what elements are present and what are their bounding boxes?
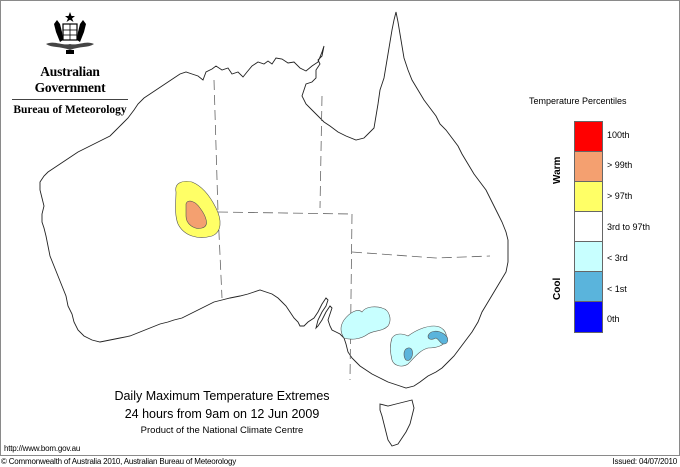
legend-color-bar — [574, 121, 603, 333]
swatch-1st — [575, 272, 602, 302]
legend-label-3rd-to-97th: 3rd to 97th — [607, 222, 651, 232]
swatch-3rd-to-97th — [575, 212, 602, 242]
swatch-0th — [575, 302, 602, 332]
state-borders — [213, 79, 491, 381]
warm-label: Warm — [552, 156, 563, 184]
cool-area-3rd-west — [340, 306, 391, 340]
government-logo: Australian Government Bureau of Meteorol… — [8, 10, 132, 117]
swatch-97th — [575, 182, 602, 212]
legend-label-3rd: < 3rd — [607, 253, 628, 263]
website-link[interactable]: http://www.bom.gov.au — [4, 444, 81, 453]
legend-label-100th: 100th — [607, 130, 630, 140]
tasmania-coastline — [379, 399, 415, 447]
map-producer: Product of the National Climate Centre — [140, 425, 304, 436]
cool-area-1st-east — [427, 330, 449, 345]
issued-date: Issued: 04/07/2010 — [612, 457, 678, 466]
agency-name: Bureau of Meteorology — [13, 104, 127, 116]
map-title-block: Daily Maximum Temperature Extremes 24 ho… — [96, 387, 348, 437]
cool-area-1st-west — [403, 347, 413, 361]
copyright-notice: © Commonwealth of Australia 2010, Austra… — [1, 457, 237, 466]
legend-label-97th: > 97th — [607, 191, 633, 201]
map-title: Daily Maximum Temperature Extremes — [114, 389, 330, 403]
map-period: 24 hours from 9am on 12 Jun 2009 — [124, 407, 320, 421]
swatch-99th — [575, 152, 602, 182]
government-title: Australian Government — [34, 64, 106, 95]
coat-of-arms-icon — [46, 12, 94, 54]
swatch-100th — [575, 122, 602, 152]
legend-label-99th: > 99th — [607, 160, 633, 170]
cool-label: Cool — [552, 277, 563, 300]
legend-label-1st: < 1st — [607, 284, 627, 294]
header-divider — [12, 99, 128, 100]
legend-label-0th: 0th — [607, 314, 620, 324]
warm-area-99th — [185, 200, 207, 229]
mainland-coastline — [39, 11, 509, 389]
swatch-3rd — [575, 242, 602, 272]
map-frame — [0, 0, 680, 456]
legend-title: Temperature Percentiles — [529, 96, 627, 106]
